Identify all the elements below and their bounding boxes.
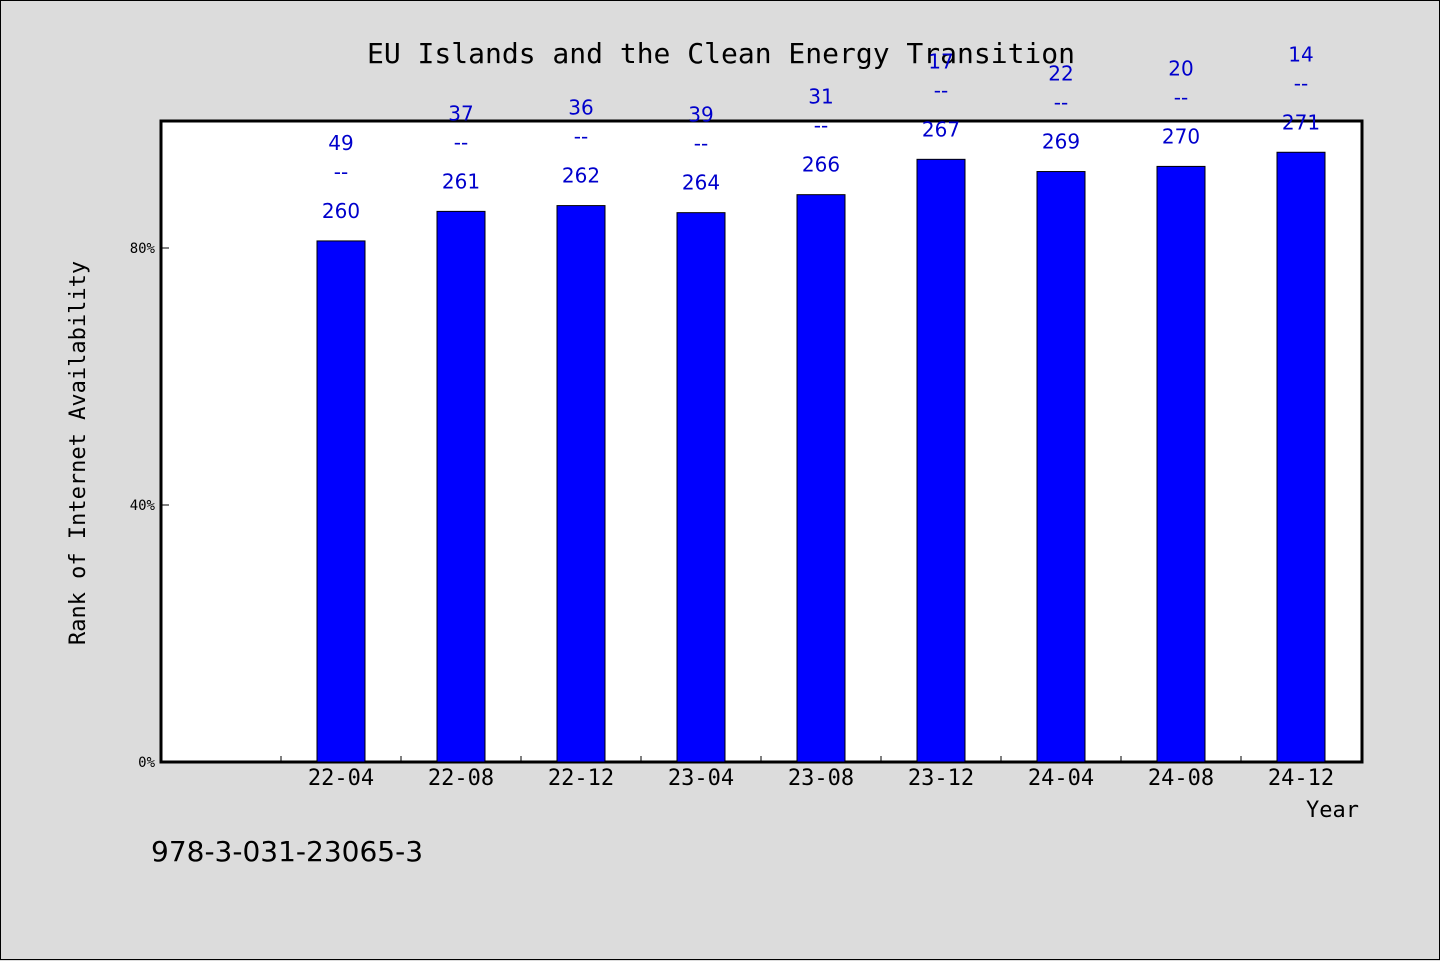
data-label-rank: 14 (1288, 42, 1313, 66)
x-tick-label: 24-08 (1148, 766, 1214, 791)
x-tick-label: 24-12 (1268, 766, 1334, 791)
data-label-separator: -- (1294, 71, 1308, 95)
data-label-rank: 20 (1168, 56, 1193, 80)
x-tick-label: 22-12 (548, 766, 614, 791)
x-axis-label: Year (1306, 798, 1359, 823)
x-tick-label: 23-04 (668, 766, 734, 791)
y-axis-label: Rank of Internet Availability (66, 261, 91, 645)
data-label-total: 267 (922, 117, 960, 141)
data-label-total: 269 (1042, 130, 1080, 154)
data-label-separator: -- (1054, 91, 1068, 115)
data-label-rank: 31 (808, 85, 833, 109)
data-label-separator: -- (1174, 85, 1188, 109)
data-label-separator: -- (814, 114, 828, 138)
data-label-total: 260 (322, 199, 360, 223)
bar (1276, 151, 1326, 763)
x-tick-label: 23-08 (788, 766, 854, 791)
bar (916, 158, 966, 763)
data-label-separator: -- (574, 125, 588, 149)
y-tick-label: 40% (130, 498, 156, 514)
data-label-rank: 39 (688, 103, 713, 127)
bar (1036, 171, 1086, 763)
bar (796, 194, 846, 763)
bar (436, 210, 486, 763)
x-ticks-group: 22-04 22-08 22-12 23-04 23-08 23-12 24-04 24-08… (280, 756, 1362, 791)
x-tick-label: 24-04 (1028, 766, 1094, 791)
bar (676, 212, 726, 763)
x-tick-label: 22-04 (308, 766, 374, 791)
bar (556, 205, 606, 763)
data-label-separator: -- (454, 130, 468, 154)
y-ticks-group: 0% 40% 80% (130, 241, 169, 771)
data-label-rank: 37 (448, 101, 473, 125)
data-label-separator: -- (694, 132, 708, 156)
x-tick-label: 22-08 (428, 766, 494, 791)
bars-group (316, 151, 1326, 763)
data-label-rank: 36 (568, 96, 593, 120)
bar (316, 240, 366, 763)
data-label-rank: 49 (328, 131, 353, 155)
data-label-total: 264 (682, 171, 720, 195)
data-label-separator: -- (334, 160, 348, 184)
data-labels-group: 49 -- 260 37 -- 261 36 -- 262 39 -- 264 31 -- 266 17 -- 2… (322, 42, 1320, 223)
data-label-total: 261 (442, 169, 480, 193)
data-label-total: 270 (1162, 124, 1200, 148)
chart-title: EU Islands and the Clean Energy Transiti… (367, 37, 1075, 70)
data-label-total: 271 (1282, 110, 1320, 134)
y-tick-label: 0% (138, 755, 155, 771)
data-label-rank: 22 (1048, 62, 1073, 86)
isbn-footnote: 978-3-031-23065-3 (151, 835, 424, 868)
data-label-rank: 17 (928, 49, 953, 73)
data-label-total: 266 (802, 153, 840, 177)
data-label-total: 262 (562, 164, 600, 188)
bar (1156, 165, 1206, 763)
data-label-separator: -- (934, 78, 948, 102)
x-tick-label: 23-12 (908, 766, 974, 791)
y-tick-label: 80% (130, 241, 156, 257)
